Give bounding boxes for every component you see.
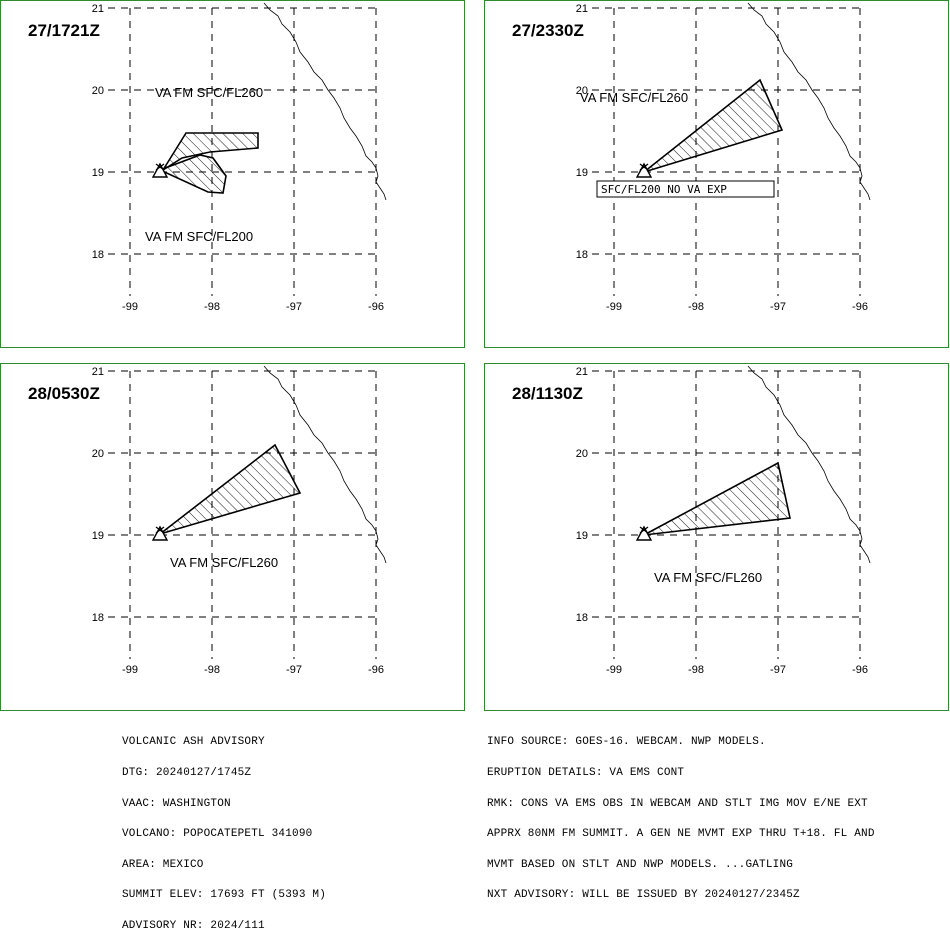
- longitude-tick-label: -99: [122, 301, 138, 313]
- advisory-line: VOLCANIC ASH ADVISORY: [122, 736, 265, 749]
- ash-label-fl260: VA FM SFC/FL260: [580, 90, 688, 105]
- valid-time: 27/2330Z: [512, 21, 584, 40]
- longitude-tick-label: -99: [606, 664, 622, 676]
- longitude-tick-label: -97: [286, 301, 302, 313]
- panel-frame: [0, 363, 465, 711]
- coastline: [263, 2, 387, 201]
- latitude-tick-label: 19: [576, 167, 588, 179]
- latitude-tick-label: 19: [92, 530, 104, 542]
- advisory-line: ERUPTION DETAILS: VA EMS CONT: [487, 767, 685, 780]
- map-panel-2-svg: -99 -98 -97 -96 21 20 19 18 27/2330Z VA FM SFC/…: [484, 0, 949, 348]
- latitude-tick-label: 19: [92, 167, 104, 179]
- advisory-line: MVMT BASED ON STLT AND NWP MODELS. ...GA…: [487, 858, 794, 871]
- advisory-line: ADVISORY NR: 2024/111: [122, 920, 265, 933]
- advisory-line: INFO SOURCE: GOES-16. WEBCAM. NWP MODELS…: [487, 736, 766, 749]
- longitude-tick-label: -97: [770, 301, 786, 313]
- panel-frame: [484, 0, 949, 348]
- latitude-tick-label: 20: [576, 448, 588, 460]
- map-panel-2: -99 -98 -97 -96 21 20 19 18 27/2330Z VA FM SFC/…: [484, 0, 949, 348]
- advisory-line: RMK: CONS VA EMS OBS IN WEBCAM AND STLT …: [487, 797, 868, 810]
- latitude-tick-label: 19: [576, 530, 588, 542]
- longitude-tick-label: -98: [688, 301, 704, 313]
- coastline: [747, 2, 871, 201]
- latitude-tick-label: 20: [92, 448, 104, 460]
- map-panel-4: -99 -98 -97 -96 21 20 19 18 28/1130Z VA FM SFC/…: [484, 363, 949, 711]
- longitude-tick-label: -99: [606, 301, 622, 313]
- longitude-tick-label: -96: [852, 664, 868, 676]
- lat-lon-grid: -99 -98 -97 -96 21 20 19 18: [576, 3, 868, 313]
- advisory-header-left: VOLCANIC ASH ADVISORY DTG: 20240127/1745…: [122, 717, 326, 941]
- advisory-line: VOLCANO: POPOCATEPETL 341090: [122, 828, 313, 841]
- advisory-line: APPRX 80NM FM SUMMIT. A GEN NE MVMT EXP …: [487, 828, 875, 841]
- coastline: [263, 365, 387, 564]
- longitude-tick-label: -99: [122, 664, 138, 676]
- panel-frame: [484, 363, 949, 711]
- ash-label-fl260: VA FM SFC/FL260: [155, 85, 263, 100]
- ash-area-upper: [162, 132, 259, 171]
- map-panel-4-svg: -99 -98 -97 -96 21 20 19 18 28/1130Z VA FM SFC/…: [484, 363, 949, 711]
- latitude-tick-label: 18: [576, 249, 588, 261]
- advisory-line: DTG: 20240127/1745Z: [122, 767, 252, 780]
- longitude-tick-label: -98: [204, 664, 220, 676]
- longitude-tick-label: -96: [852, 301, 868, 313]
- latitude-tick-label: 20: [576, 85, 588, 97]
- ash-label-fl260: VA FM SFC/FL260: [170, 555, 278, 570]
- map-panel-1-svg: -99 -98 -97 -96 21 20 19 18 27/1721Z VA FM SFC/…: [0, 0, 465, 348]
- ash-label-fl200: VA FM SFC/FL200: [145, 229, 253, 244]
- latitude-tick-label: 18: [92, 612, 104, 624]
- latitude-tick-label: 21: [576, 366, 588, 378]
- advisory-line: NXT ADVISORY: WILL BE ISSUED BY 20240127…: [487, 889, 800, 902]
- longitude-tick-label: -98: [688, 664, 704, 676]
- map-panel-3-svg: -99 -98 -97 -96 21 20 19 18 28/0530Z VA FM SFC/…: [0, 363, 465, 711]
- latitude-tick-label: 21: [92, 3, 104, 15]
- advisory-line: SUMMIT ELEV: 17693 FT (5393 M): [122, 889, 327, 902]
- advisory-details-right: INFO SOURCE: GOES-16. WEBCAM. NWP MODELS…: [487, 717, 875, 911]
- ash-area: [643, 461, 791, 536]
- coastline: [747, 365, 871, 564]
- latitude-tick-label: 18: [576, 612, 588, 624]
- valid-time: 28/1130Z: [512, 384, 583, 403]
- volcano-triangle-icon: [635, 162, 653, 178]
- longitude-tick-label: -98: [204, 301, 220, 313]
- volcano-triangle-icon: [151, 525, 169, 541]
- longitude-tick-label: -97: [770, 664, 786, 676]
- valid-time: 28/0530Z: [28, 384, 100, 403]
- volcano-triangle-icon: [635, 525, 653, 541]
- no-va-note-box: [596, 180, 775, 198]
- ash-area-lower: [157, 154, 227, 194]
- latitude-tick-label: 18: [92, 249, 104, 261]
- advisory-line: VAAC: WASHINGTON: [122, 797, 231, 810]
- longitude-tick-label: -96: [368, 301, 384, 313]
- longitude-tick-label: -97: [286, 664, 302, 676]
- latitude-tick-label: 21: [576, 3, 588, 15]
- ash-label-fl260: VA FM SFC/FL260: [654, 570, 762, 585]
- valid-time: 27/1721Z: [28, 21, 100, 40]
- volcano-triangle-icon: [151, 162, 169, 178]
- ash-area: [643, 78, 784, 173]
- panel-frame: [0, 0, 465, 348]
- latitude-tick-label: 20: [92, 85, 104, 97]
- map-panel-3: -99 -98 -97 -96 21 20 19 18 28/0530Z VA FM SFC/…: [0, 363, 465, 711]
- lat-lon-grid: -99 -98 -97 -96 21 20 19 18: [92, 366, 384, 676]
- ash-area: [159, 443, 302, 535]
- lat-lon-grid: -99 -98 -97 -96 21 20 19 18: [92, 3, 384, 313]
- longitude-tick-label: -96: [368, 664, 384, 676]
- advisory-line: AREA: MEXICO: [122, 858, 204, 871]
- latitude-tick-label: 21: [92, 366, 104, 378]
- no-va-note: SFC/FL200 NO VA EXP: [601, 183, 727, 196]
- map-panel-1: -99 -98 -97 -96 21 20 19 18 27/1721Z VA FM SFC/…: [0, 0, 465, 348]
